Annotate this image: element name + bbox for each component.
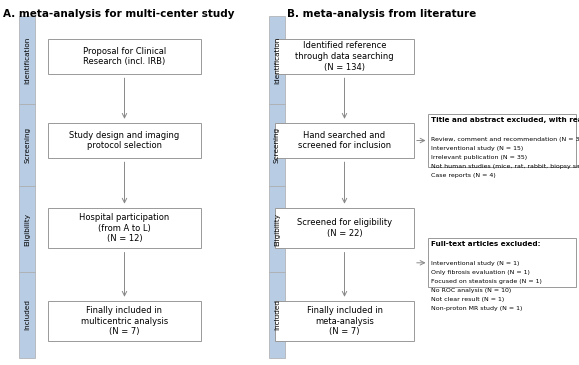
Text: Case reports (N = 4): Case reports (N = 4) (431, 173, 496, 178)
FancyBboxPatch shape (269, 16, 285, 104)
Text: Title and abstract excluded, with reasons:: Title and abstract excluded, with reason… (431, 117, 579, 123)
FancyBboxPatch shape (275, 208, 414, 248)
Text: Not clear result (N = 1): Not clear result (N = 1) (431, 297, 505, 302)
FancyBboxPatch shape (19, 272, 35, 358)
Text: Screening: Screening (24, 127, 30, 163)
Text: No ROC analysis (N = 10): No ROC analysis (N = 10) (431, 288, 512, 293)
FancyBboxPatch shape (269, 272, 285, 358)
Text: Screening: Screening (274, 127, 280, 163)
Text: Finally included in
meta-analysis
(N = 7): Finally included in meta-analysis (N = 7… (306, 306, 383, 337)
FancyBboxPatch shape (275, 123, 414, 158)
Text: Included: Included (24, 299, 30, 330)
Text: Finally included in
multicentric analysis
(N = 7): Finally included in multicentric analysi… (81, 306, 168, 337)
FancyBboxPatch shape (428, 238, 576, 288)
Text: Not human studies (mice, rat, rabbit, biopsy sample) (N = 19): Not human studies (mice, rat, rabbit, bi… (431, 164, 579, 169)
Text: Review, comment and recommendation (N = 39): Review, comment and recommendation (N = … (431, 137, 579, 142)
Text: Focused on steatosis grade (N = 1): Focused on steatosis grade (N = 1) (431, 279, 542, 284)
FancyBboxPatch shape (47, 301, 201, 341)
FancyBboxPatch shape (47, 208, 201, 248)
Text: Eligibility: Eligibility (24, 212, 30, 246)
Text: Interventional study (N = 15): Interventional study (N = 15) (431, 146, 523, 151)
Text: Study design and imaging
protocol selection: Study design and imaging protocol select… (69, 131, 179, 150)
Text: A. meta-analysis for multi-center study: A. meta-analysis for multi-center study (3, 9, 234, 19)
Text: B. meta-analysis from literature: B. meta-analysis from literature (287, 9, 476, 19)
FancyBboxPatch shape (428, 114, 576, 167)
Text: Irrelevant publication (N = 35): Irrelevant publication (N = 35) (431, 155, 527, 160)
Text: Identification: Identification (24, 36, 30, 84)
FancyBboxPatch shape (19, 104, 35, 186)
FancyBboxPatch shape (19, 16, 35, 104)
Text: Identified reference
through data searching
(N = 134): Identified reference through data search… (295, 41, 394, 72)
Text: Non-proton MR study (N = 1): Non-proton MR study (N = 1) (431, 306, 523, 311)
FancyBboxPatch shape (275, 301, 414, 341)
Text: Proposal for Clinical
Research (incl. IRB): Proposal for Clinical Research (incl. IR… (83, 47, 166, 66)
Text: Interventional study (N = 1): Interventional study (N = 1) (431, 261, 520, 266)
Text: Full-text articles excluded:: Full-text articles excluded: (431, 241, 541, 247)
FancyBboxPatch shape (19, 186, 35, 272)
Text: Hand searched and
screened for inclusion: Hand searched and screened for inclusion (298, 131, 391, 150)
Text: Eligibility: Eligibility (274, 212, 280, 246)
FancyBboxPatch shape (47, 39, 201, 74)
Text: Screened for eligibility
(N = 22): Screened for eligibility (N = 22) (297, 218, 392, 238)
FancyBboxPatch shape (275, 39, 414, 74)
FancyBboxPatch shape (47, 123, 201, 158)
Text: Included: Included (274, 299, 280, 330)
Text: Identification: Identification (274, 36, 280, 84)
Text: Only fibrosis evaluation (N = 1): Only fibrosis evaluation (N = 1) (431, 270, 530, 275)
Text: Hospital participation
(from A to L)
(N = 12): Hospital participation (from A to L) (N … (79, 213, 170, 243)
FancyBboxPatch shape (269, 104, 285, 186)
FancyBboxPatch shape (269, 186, 285, 272)
